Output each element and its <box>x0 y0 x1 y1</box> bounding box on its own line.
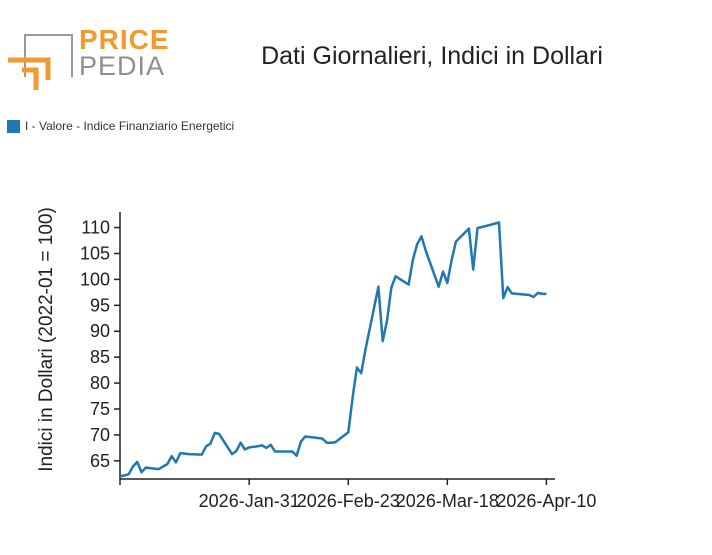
y-tick-label: 80 <box>90 373 110 393</box>
axes <box>119 212 555 480</box>
logo-orange-bracket-inner <box>22 67 39 90</box>
pricepedia-logo: PRICE PEDIA <box>0 0 170 100</box>
legend[interactable]: I - Valore - Indice Finanziario Energeti… <box>7 119 234 133</box>
x-tick-label: 2026-Apr-10 <box>496 491 596 511</box>
logo-grey-bracket <box>24 34 73 77</box>
logo-word-price: PRICE <box>79 24 170 55</box>
chart-title: Dati Giornalieri, Indici in Dollari <box>261 42 603 70</box>
y-tick-label: 85 <box>90 347 110 367</box>
logo-word-pedia: PEDIA <box>79 51 166 81</box>
y-axis-title: Indici in Dollari (2022-01 = 100) <box>36 207 57 472</box>
y-tick-label: 110 <box>81 218 110 238</box>
y-tick-label: 75 <box>90 399 110 419</box>
legend-swatch <box>7 119 20 133</box>
y-tick-label: 105 <box>80 243 110 263</box>
x-tick-label: 2026-Jan-31 <box>199 491 300 511</box>
y-tick-label: 70 <box>90 425 110 445</box>
y-tick-label: 100 <box>80 269 110 289</box>
y-tick-label: 90 <box>90 321 110 341</box>
logo-mark-icon <box>8 34 73 90</box>
legend-label: I - Valore - Indice Finanziario Energeti… <box>25 119 235 133</box>
series-line <box>119 221 547 478</box>
logo-orange-bracket-outer <box>8 57 51 80</box>
series-layer <box>119 221 547 478</box>
y-tick-label: 65 <box>90 451 110 471</box>
x-tick-label: 2026-Feb-23 <box>297 491 400 511</box>
x-tick-label: 2026-Mar-18 <box>396 491 499 511</box>
y-tick-label: 95 <box>90 295 110 315</box>
tick-group: 65 70 75 80 85 90 95 100 105 110 2026-Jan-312026-F… <box>80 218 596 511</box>
